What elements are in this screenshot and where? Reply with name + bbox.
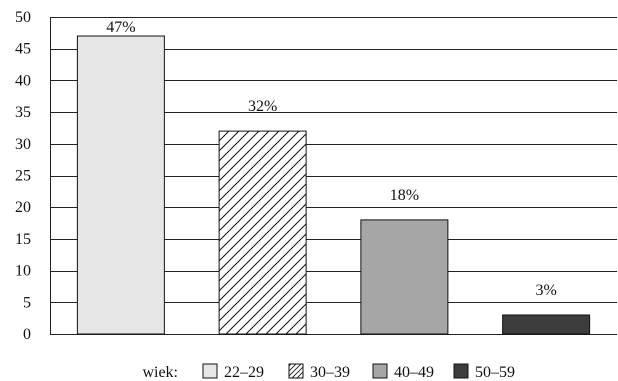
y-tick-label: 50 [15, 9, 31, 26]
legend-label: 50–59 [475, 364, 515, 381]
legend-item: 30–39 [288, 363, 350, 381]
legend-swatch [372, 363, 388, 379]
data-label: 3% [535, 282, 556, 299]
bar-50–59 [502, 314, 591, 335]
y-tick-label: 40 [15, 72, 31, 89]
legend-swatch [288, 363, 304, 379]
data-label: 32% [248, 98, 277, 115]
legend-item: 22–29 [202, 363, 264, 381]
legend: wiek: 22–29 30–39 40–49 50–59 [142, 363, 515, 381]
legend-swatch [453, 363, 469, 379]
bar-22–29 [76, 35, 165, 335]
y-tick-label: 10 [15, 263, 31, 280]
legend-label: 22–29 [224, 364, 264, 381]
data-label: 18% [390, 187, 419, 204]
bar-40–49 [360, 219, 449, 335]
y-tick-label: 5 [23, 294, 31, 311]
data-label: 47% [106, 19, 135, 36]
legend-label: 40–49 [394, 364, 434, 381]
y-tick-label: 0 [23, 326, 31, 343]
y-tick-labels: 0 5 10 15 20 25 30 35 40 45 50 [15, 9, 31, 343]
data-labels: 47% 32% 18% 3% [106, 19, 557, 299]
bar-30–39 [218, 130, 307, 335]
y-tick-label: 25 [15, 168, 31, 185]
bars [76, 35, 591, 335]
y-tick-label: 15 [15, 231, 31, 248]
legend-item: 50–59 [453, 363, 515, 381]
legend-label: 30–39 [310, 364, 350, 381]
y-tick-label: 30 [15, 136, 31, 153]
y-tick-label: 45 [15, 41, 31, 58]
legend-title: wiek: [142, 364, 178, 381]
legend-swatch [202, 363, 218, 379]
legend-item: 40–49 [372, 363, 434, 381]
y-tick-label: 35 [15, 104, 31, 121]
y-tick-label: 20 [15, 199, 31, 216]
